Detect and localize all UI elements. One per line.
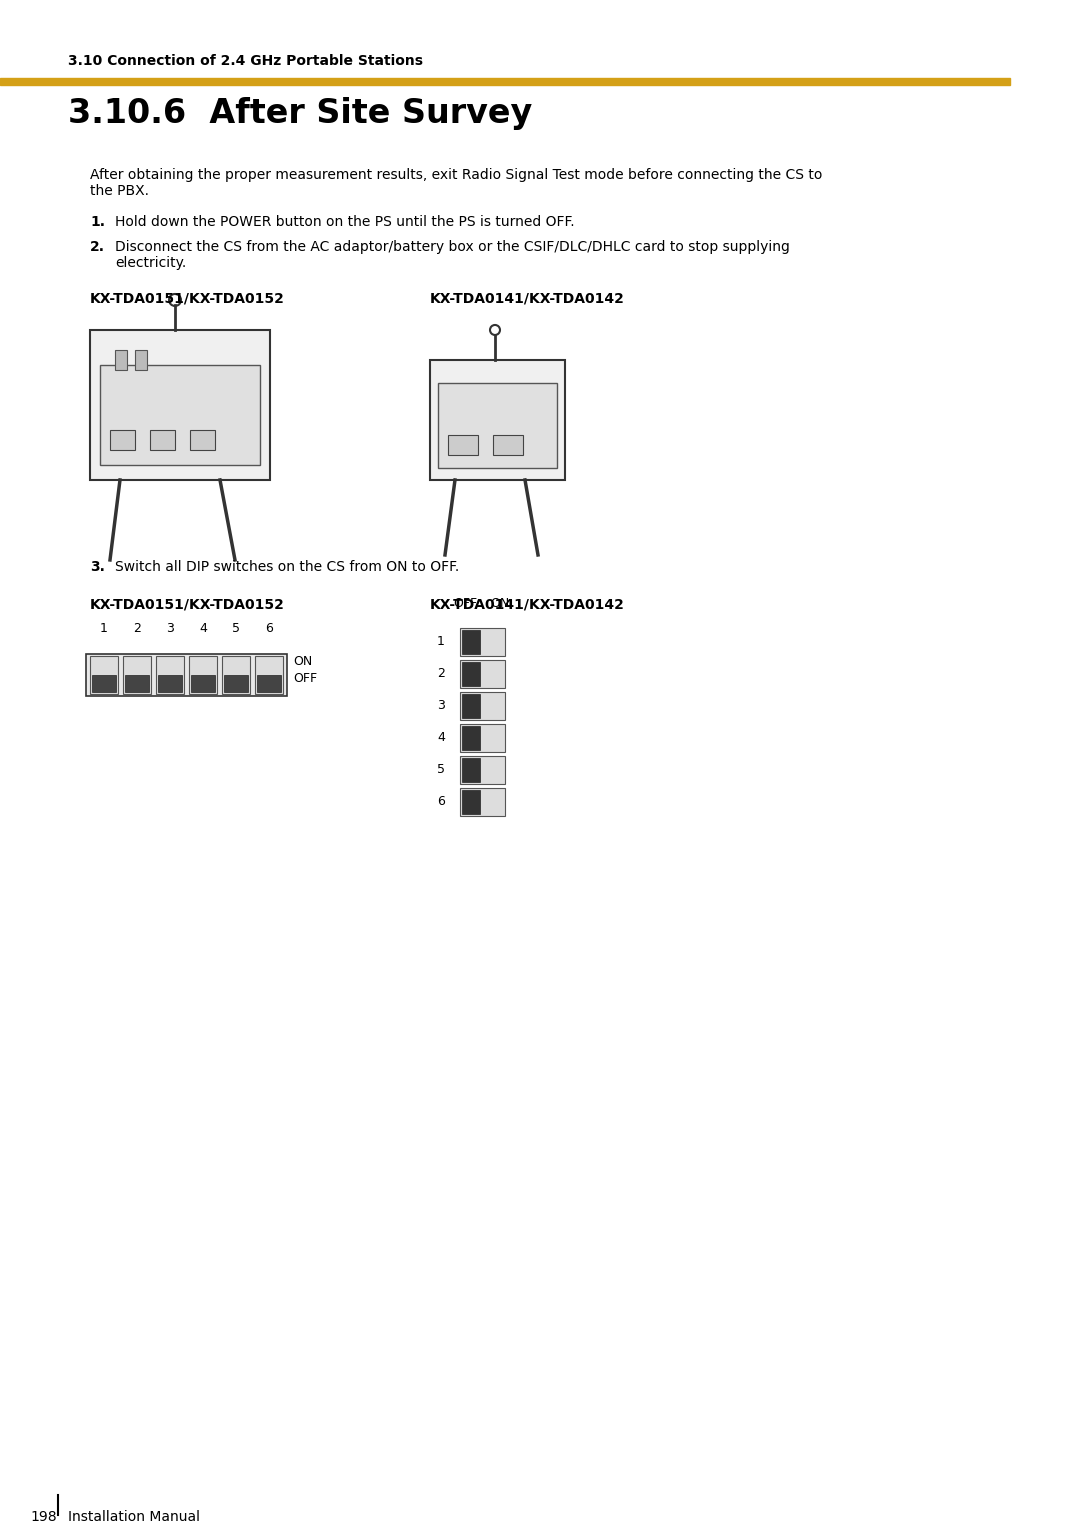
Text: 5: 5 — [232, 622, 240, 636]
Bar — [462, 758, 481, 782]
Bar — [462, 790, 481, 814]
Text: KX-TDA0151/KX-TDA0152: KX-TDA0151/KX-TDA0152 — [90, 292, 285, 306]
Text: 3.10.6  After Site Survey: 3.10.6 After Site Survey — [68, 96, 532, 130]
Bar — [460, 692, 505, 720]
Bar — [448, 435, 478, 455]
Text: 1.: 1. — [90, 215, 105, 229]
Bar — [90, 656, 118, 694]
Bar — [92, 675, 116, 692]
Bar — [110, 429, 135, 449]
Bar — [492, 435, 523, 455]
Text: Disconnect the CS from the AC adaptor/battery box or the CSIF/DLC/DHLC card to s: Disconnect the CS from the AC adaptor/ba… — [114, 240, 789, 270]
Text: After obtaining the proper measurement results, exit Radio Signal Test mode befo: After obtaining the proper measurement r… — [90, 168, 822, 199]
Bar — [462, 726, 481, 750]
Text: 1: 1 — [100, 622, 108, 636]
Text: 2: 2 — [437, 668, 445, 680]
Text: 3: 3 — [166, 622, 174, 636]
Bar — [191, 675, 215, 692]
Text: KX-TDA0151/KX-TDA0152: KX-TDA0151/KX-TDA0152 — [90, 597, 285, 611]
Bar — [438, 384, 557, 468]
Text: 4: 4 — [437, 732, 445, 744]
Bar — [125, 675, 149, 692]
Bar — [460, 724, 505, 752]
Bar — [255, 656, 283, 694]
Text: 3: 3 — [437, 700, 445, 712]
Bar — [462, 662, 481, 686]
Text: 198: 198 — [30, 1510, 56, 1523]
Bar — [100, 365, 260, 465]
Text: 2: 2 — [133, 622, 140, 636]
Text: Switch all DIP switches on the CS from ON to OFF.: Switch all DIP switches on the CS from O… — [114, 559, 459, 575]
Bar — [189, 656, 217, 694]
Bar — [462, 630, 481, 654]
Text: 3.10 Connection of 2.4 GHz Portable Stations: 3.10 Connection of 2.4 GHz Portable Stat… — [68, 53, 423, 67]
Text: OFF: OFF — [293, 672, 318, 685]
Bar — [257, 675, 281, 692]
Text: 6: 6 — [265, 622, 273, 636]
Bar — [460, 628, 505, 656]
Bar — [90, 330, 270, 480]
Text: 3.: 3. — [90, 559, 105, 575]
Text: 5: 5 — [437, 764, 445, 776]
Bar — [123, 656, 151, 694]
Bar — [135, 350, 147, 370]
Bar — [222, 656, 249, 694]
Text: 2.: 2. — [90, 240, 105, 254]
Bar — [156, 656, 184, 694]
Bar — [190, 429, 215, 449]
Bar — [460, 788, 505, 816]
Text: Hold down the POWER button on the PS until the PS is turned OFF.: Hold down the POWER button on the PS unt… — [114, 215, 575, 229]
Bar — [430, 361, 565, 480]
Bar — [460, 660, 505, 688]
Text: ON: ON — [293, 656, 312, 668]
Bar — [158, 675, 183, 692]
FancyArrow shape — [0, 78, 1010, 86]
Text: OFF: OFF — [453, 597, 477, 610]
Bar — [462, 694, 481, 718]
Bar — [460, 756, 505, 784]
Text: KX-TDA0141/KX-TDA0142: KX-TDA0141/KX-TDA0142 — [430, 292, 625, 306]
Text: ON: ON — [490, 597, 510, 610]
Text: KX-TDA0141/KX-TDA0142: KX-TDA0141/KX-TDA0142 — [430, 597, 625, 611]
Text: 6: 6 — [437, 796, 445, 808]
Bar — [86, 654, 287, 695]
Bar — [114, 350, 127, 370]
Text: 1: 1 — [437, 636, 445, 648]
Bar — [150, 429, 175, 449]
Text: Installation Manual: Installation Manual — [68, 1510, 200, 1523]
Text: 4: 4 — [199, 622, 207, 636]
Bar — [224, 675, 248, 692]
